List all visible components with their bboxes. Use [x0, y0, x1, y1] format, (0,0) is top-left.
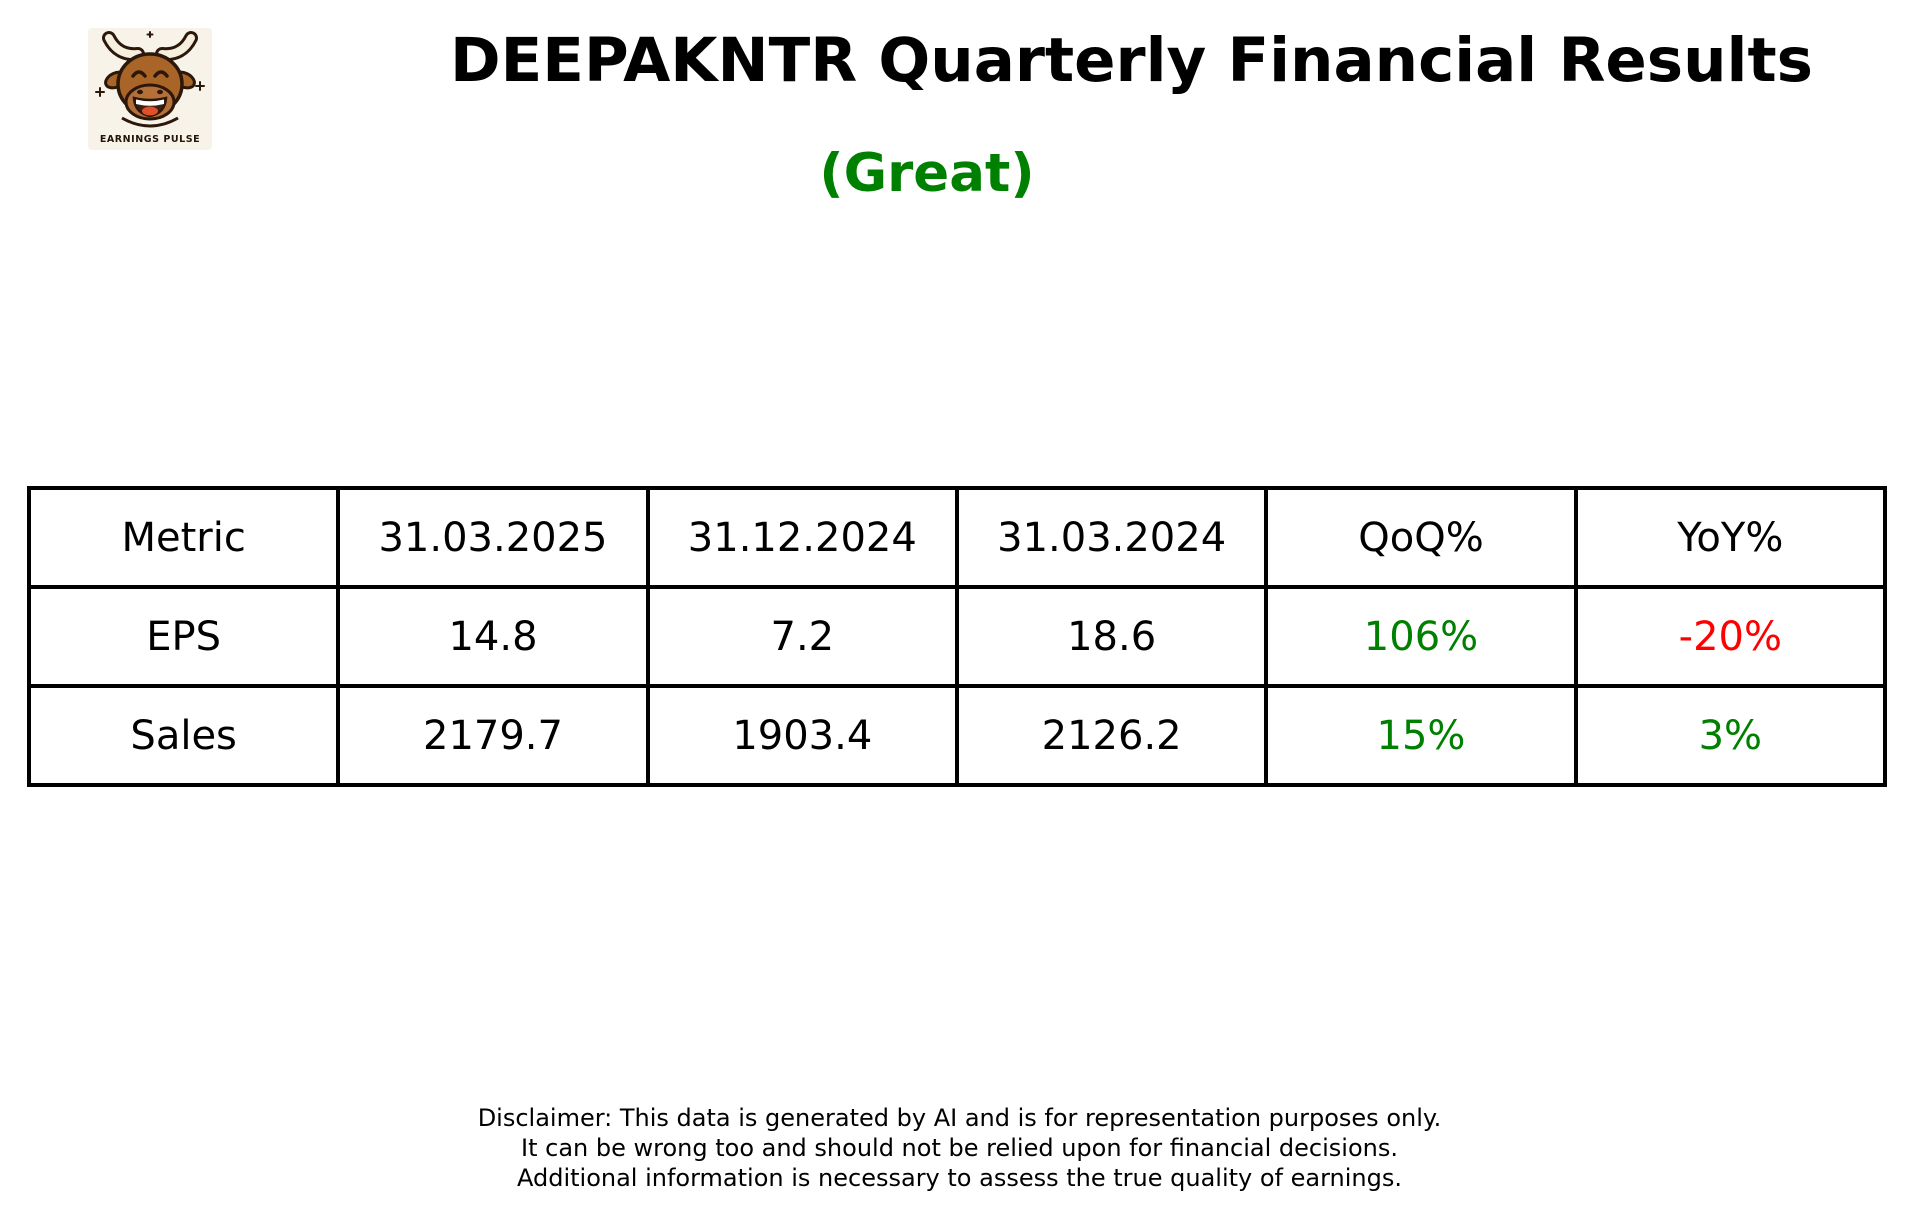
sparkle-icons [95, 31, 205, 97]
earnings-pulse-logo: EARNINGS PULSE [88, 28, 212, 150]
disclaimer-line-3: Additional information is necessary to a… [516, 1164, 1402, 1192]
bull-icon [95, 31, 205, 128]
page-title: DEEPAKNTR Quarterly Financial Results [450, 25, 1813, 96]
sales-value-yearago: 2126.2 [954, 684, 1269, 787]
col-header-qoq: QoQ% [1264, 486, 1578, 589]
eps-yoy-value: -20% [1573, 585, 1888, 688]
sales-value-current: 2179.7 [336, 684, 650, 787]
bull-eyes [131, 70, 169, 78]
eps-value-current: 14.8 [336, 585, 650, 688]
results-table: Metric 31.03.2025 31.12.2024 31.03.2024 … [26, 486, 1888, 787]
disclaimer-line-1: Disclaimer: This data is generated by AI… [477, 1104, 1442, 1132]
bull-horns [102, 31, 198, 62]
results-table-body: EPS 14.8 7.2 18.6 106% -20% Sales 2179.7… [26, 585, 1888, 787]
disclaimer: Disclaimer: This data is generated by AI… [0, 1103, 1919, 1193]
bull-neck [121, 116, 179, 128]
col-header-metric: Metric [26, 486, 341, 589]
col-header-q-yearago: 31.03.2024 [954, 486, 1269, 589]
disclaimer-line-2: It can be wrong too and should not be re… [521, 1134, 1398, 1162]
bull-mouth [132, 96, 168, 118]
col-header-yoy: YoY% [1573, 486, 1888, 589]
eps-qoq-value: 106% [1264, 585, 1578, 688]
sales-metric-label: Sales [26, 684, 341, 787]
table-row-eps: EPS 14.8 7.2 18.6 106% -20% [26, 585, 1888, 688]
header-row: Metric 31.03.2025 31.12.2024 31.03.2024 … [26, 486, 1888, 589]
sales-yoy-value: 3% [1573, 684, 1888, 787]
results-table-header: Metric 31.03.2025 31.12.2024 31.03.2024 … [26, 486, 1888, 589]
bull-nostrils [137, 89, 163, 95]
sales-qoq-value: 15% [1264, 684, 1578, 787]
logo-brand-text: EARNINGS PULSE [99, 134, 201, 145]
eps-value-yearago: 18.6 [954, 585, 1269, 688]
col-header-q-current: 31.03.2025 [336, 486, 650, 589]
eps-value-previous: 7.2 [645, 585, 959, 688]
eps-metric-label: EPS [26, 585, 341, 688]
table-row-sales: Sales 2179.7 1903.4 2126.2 15% 3% [26, 684, 1888, 787]
verdict-subtitle: (Great) [819, 143, 1035, 204]
col-header-q-previous: 31.12.2024 [645, 486, 959, 589]
sales-value-previous: 1903.4 [645, 684, 959, 787]
